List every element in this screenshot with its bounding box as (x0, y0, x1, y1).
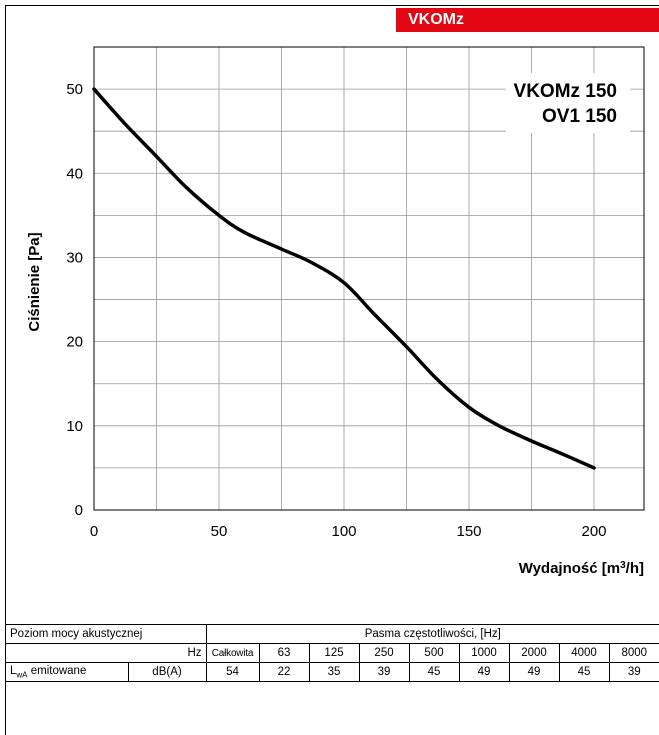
band-value: 49 (458, 662, 510, 682)
chart-subtitle: OV1 150 (542, 106, 617, 127)
band-value: 39 (358, 662, 410, 682)
series-line (92, 87, 596, 470)
chart-title-box (506, 73, 630, 133)
band-header: Całkowita (205, 643, 260, 663)
lwa-label: LwA emitowane (6, 662, 128, 682)
y-tick-labels: 0 10 20 30 40 50 (66, 81, 83, 519)
band-header: 250 (358, 643, 410, 663)
x-tick-labels: 0 50 100 150 200 (90, 523, 607, 540)
bands-heading: Pasma częstotliwości, [Hz] (205, 624, 659, 644)
unit-label: dB(A) (127, 662, 207, 682)
band-header: 2000 (508, 643, 560, 663)
x-tick-label: 50 (211, 523, 228, 540)
acoustic-table: Poziom mocy akustycznej Pasma częstotliw… (6, 624, 659, 682)
band-value: 35 (308, 662, 360, 682)
table-heading: Poziom mocy akustycznej (6, 624, 207, 644)
x-tick-label: 100 (331, 523, 356, 540)
band-value: 45 (558, 662, 610, 682)
y-axis-label: Ciśnienie [Pa] (26, 232, 43, 331)
x-tick-label: 200 (581, 523, 606, 540)
y-tick-label: 0 (75, 502, 83, 519)
pressure-chart: 0 10 20 30 40 50 0 50 100 150 200 VKOMz 150 OV1 1… (26, 46, 645, 578)
x-tick-label: 150 (456, 523, 481, 540)
plot-area (93, 46, 645, 511)
chart-title: VKOMz 150 (514, 81, 617, 102)
y-tick-label: 40 (66, 165, 83, 182)
hz-label: Hz (128, 643, 207, 663)
x-axis-label: Wydajność [m3/h] (519, 560, 644, 578)
band-header: 500 (408, 643, 460, 663)
page-frame (5, 5, 659, 735)
y-tick-label: 50 (66, 81, 83, 98)
y-tick-label: 20 (66, 334, 83, 351)
band-value: 45 (408, 662, 460, 682)
band-header: 4000 (558, 643, 610, 663)
band-header: 1000 (458, 643, 510, 663)
y-tick-label: 30 (66, 249, 83, 266)
band-header: 8000 (608, 643, 659, 663)
band-value: 22 (258, 662, 310, 682)
band-value: 49 (508, 662, 560, 682)
y-tick-label: 10 (66, 418, 83, 435)
band-header: 125 (308, 643, 360, 663)
x-tick-label: 0 (90, 523, 98, 540)
band-header: 63 (258, 643, 310, 663)
band-value: 39 (608, 662, 659, 682)
band-value: 54 (205, 662, 260, 682)
model-badge: VKOMz (396, 8, 659, 32)
